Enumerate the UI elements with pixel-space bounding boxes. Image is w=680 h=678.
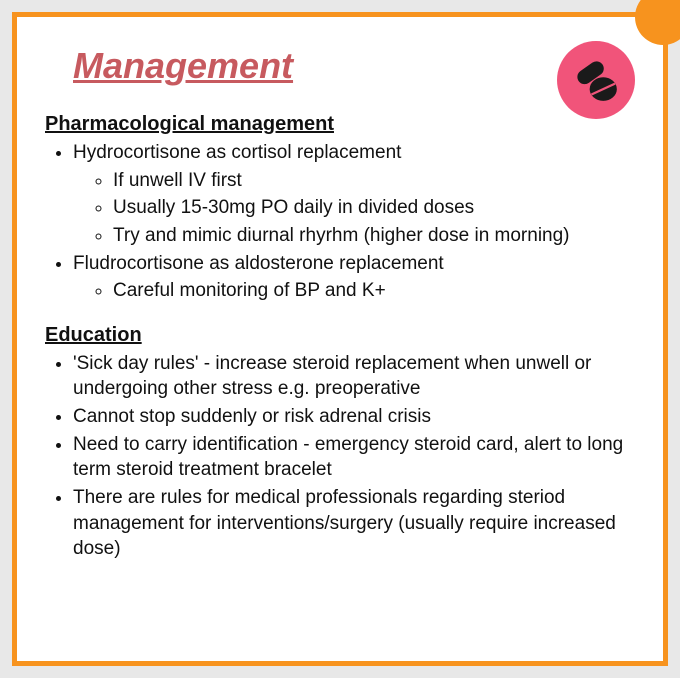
sub-list: If unwell IV firstUsually 15-30mg PO dai… bbox=[73, 168, 635, 249]
bullet-list: Hydrocortisone as cortisol replacementIf… bbox=[45, 140, 635, 304]
bullet-list: 'Sick day rules' - increase steroid repl… bbox=[45, 351, 635, 562]
list-item: If unwell IV first bbox=[113, 168, 635, 194]
sections-container: Pharmacological management Hydrocortisone… bbox=[45, 113, 635, 562]
page-background: Management Pharmacological management Hyd… bbox=[0, 0, 680, 678]
list-item: 'Sick day rules' - increase steroid repl… bbox=[73, 351, 635, 402]
list-item: Hydrocortisone as cortisol replacement bbox=[73, 140, 635, 166]
list-item: Cannot stop suddenly or risk adrenal cri… bbox=[73, 404, 635, 430]
content-card: Management Pharmacological management Hyd… bbox=[12, 12, 668, 666]
corner-accent-circle bbox=[635, 0, 680, 45]
page-title: Management bbox=[73, 45, 635, 87]
sub-list: Careful monitoring of BP and K+ bbox=[73, 278, 635, 304]
list-item: Usually 15-30mg PO daily in divided dose… bbox=[113, 195, 635, 221]
list-item: There are rules for medical professional… bbox=[73, 485, 635, 562]
section-heading: Education bbox=[45, 324, 635, 347]
list-item: Fludrocortisone as aldosterone replaceme… bbox=[73, 251, 635, 277]
pills-icon-svg bbox=[567, 51, 625, 109]
list-item: Need to carry identification - emergency… bbox=[73, 432, 635, 483]
section-heading: Pharmacological management bbox=[45, 113, 635, 136]
list-item: Try and mimic diurnal rhyrhm (higher dos… bbox=[113, 223, 635, 249]
list-item: Careful monitoring of BP and K+ bbox=[113, 278, 635, 304]
pills-icon bbox=[557, 41, 635, 119]
